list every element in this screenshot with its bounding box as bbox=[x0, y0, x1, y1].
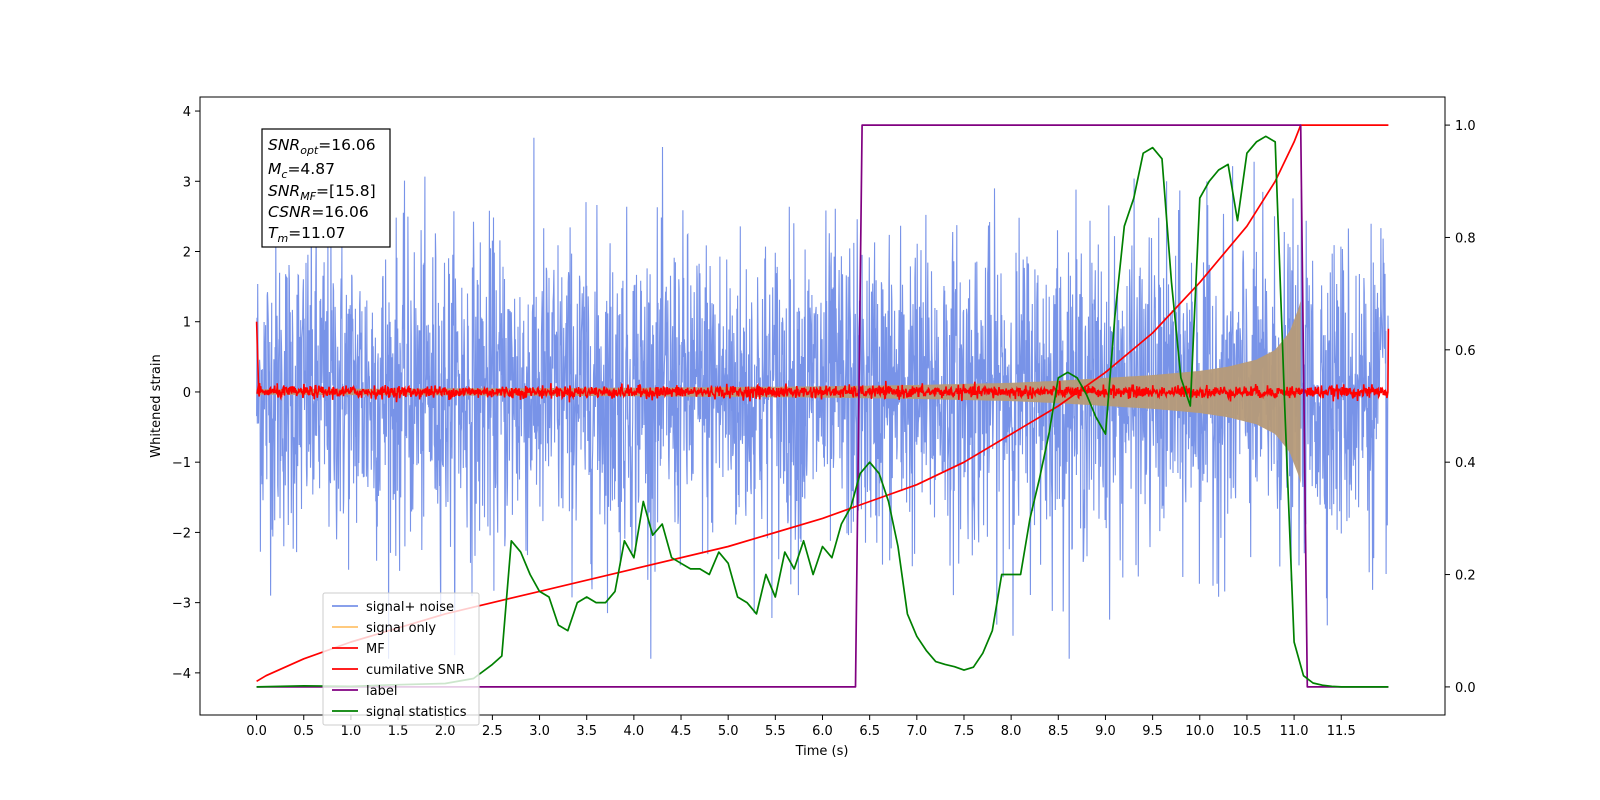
y-axis-label: Whitened strain bbox=[149, 354, 164, 457]
legend-entry: label bbox=[332, 684, 397, 699]
legend-entry: MF bbox=[332, 642, 385, 657]
y-tick-label: 0 bbox=[183, 386, 191, 401]
series-label bbox=[256, 124, 1389, 688]
series-signal-statistics bbox=[256, 135, 1389, 688]
legend-entry: signal statistics bbox=[332, 705, 467, 720]
legend-label: cumilative SNR bbox=[366, 663, 465, 678]
y-tick-label: 2 bbox=[183, 246, 191, 261]
annotation-snr-opt: SNRopt=16.06 bbox=[268, 136, 376, 157]
x-tick-label: 9.5 bbox=[1142, 724, 1163, 739]
x-tick-label: 11.5 bbox=[1327, 724, 1356, 739]
y2-tick-label: 0.2 bbox=[1455, 569, 1476, 584]
annotation-mc: Mc=4.87 bbox=[268, 160, 335, 181]
x-tick-label: 0.0 bbox=[246, 724, 267, 739]
y-tick-label: 3 bbox=[183, 175, 191, 190]
x-axis-label: Time (s) bbox=[795, 744, 849, 759]
x-tick-label: 8.5 bbox=[1048, 724, 1069, 739]
y2-tick-label: 0.8 bbox=[1455, 231, 1476, 246]
x-tick-label: 0.5 bbox=[293, 724, 314, 739]
y2-tick-label: 1.0 bbox=[1455, 119, 1476, 134]
x-tick-label: 3.5 bbox=[576, 724, 597, 739]
x-tick-label: 10.0 bbox=[1185, 724, 1214, 739]
x-tick-label: 11.0 bbox=[1280, 724, 1309, 739]
y2-tick-label: 0.6 bbox=[1455, 344, 1476, 359]
y-tick-label: −2 bbox=[172, 526, 191, 541]
legend-entry: signal+ noise bbox=[332, 600, 454, 615]
y2-tick-label: 0.0 bbox=[1455, 681, 1476, 696]
x-tick-label: 7.0 bbox=[906, 724, 927, 739]
x-tick-label: 5.0 bbox=[718, 724, 739, 739]
x-tick-label: 10.5 bbox=[1232, 724, 1261, 739]
y-tick-label: 4 bbox=[183, 105, 191, 120]
annotation-tm: Tm=11.07 bbox=[268, 224, 346, 245]
legend: signal+ noise signal only MF cumilative SNR… bbox=[322, 592, 480, 726]
legend-label: signal+ noise bbox=[366, 600, 454, 615]
x-tick-label: 9.0 bbox=[1095, 724, 1116, 739]
y-tick-label: −3 bbox=[172, 597, 191, 612]
annotation-box: SNRopt=16.06 Mc=4.87 SNRMF=[15.8] CSNR=1… bbox=[261, 128, 391, 248]
x-tick-label: 6.0 bbox=[812, 724, 833, 739]
x-tick-label: 2.0 bbox=[435, 724, 456, 739]
x-tick-label: 4.5 bbox=[671, 724, 692, 739]
y-tick-label: 1 bbox=[183, 316, 191, 331]
x-tick-label: 8.0 bbox=[1001, 724, 1022, 739]
x-tick-label: 3.0 bbox=[529, 724, 550, 739]
x-tick-label: 1.0 bbox=[341, 724, 362, 739]
y-tick-label: −4 bbox=[172, 667, 191, 682]
legend-label: signal only bbox=[366, 621, 436, 636]
x-tick-label: 7.5 bbox=[954, 724, 975, 739]
series-mf bbox=[255, 321, 1390, 403]
x-tick-label: 6.5 bbox=[859, 724, 880, 739]
annotation-csnr: CSNR=16.06 bbox=[268, 203, 369, 221]
legend-label: signal statistics bbox=[366, 705, 467, 720]
x-tick-label: 1.5 bbox=[388, 724, 409, 739]
annotation-snr-mf: SNRMF=[15.8] bbox=[268, 182, 376, 203]
legend-entry: signal only bbox=[332, 621, 436, 636]
legend-entry: cumilative SNR bbox=[332, 663, 465, 678]
x-tick-label: 5.5 bbox=[765, 724, 786, 739]
legend-label: MF bbox=[366, 642, 385, 657]
y2-tick-label: 0.4 bbox=[1455, 456, 1476, 471]
x-tick-label: 4.0 bbox=[624, 724, 645, 739]
legend-label: label bbox=[366, 684, 397, 699]
y-tick-label: −1 bbox=[172, 456, 191, 471]
x-tick-label: 2.5 bbox=[482, 724, 503, 739]
